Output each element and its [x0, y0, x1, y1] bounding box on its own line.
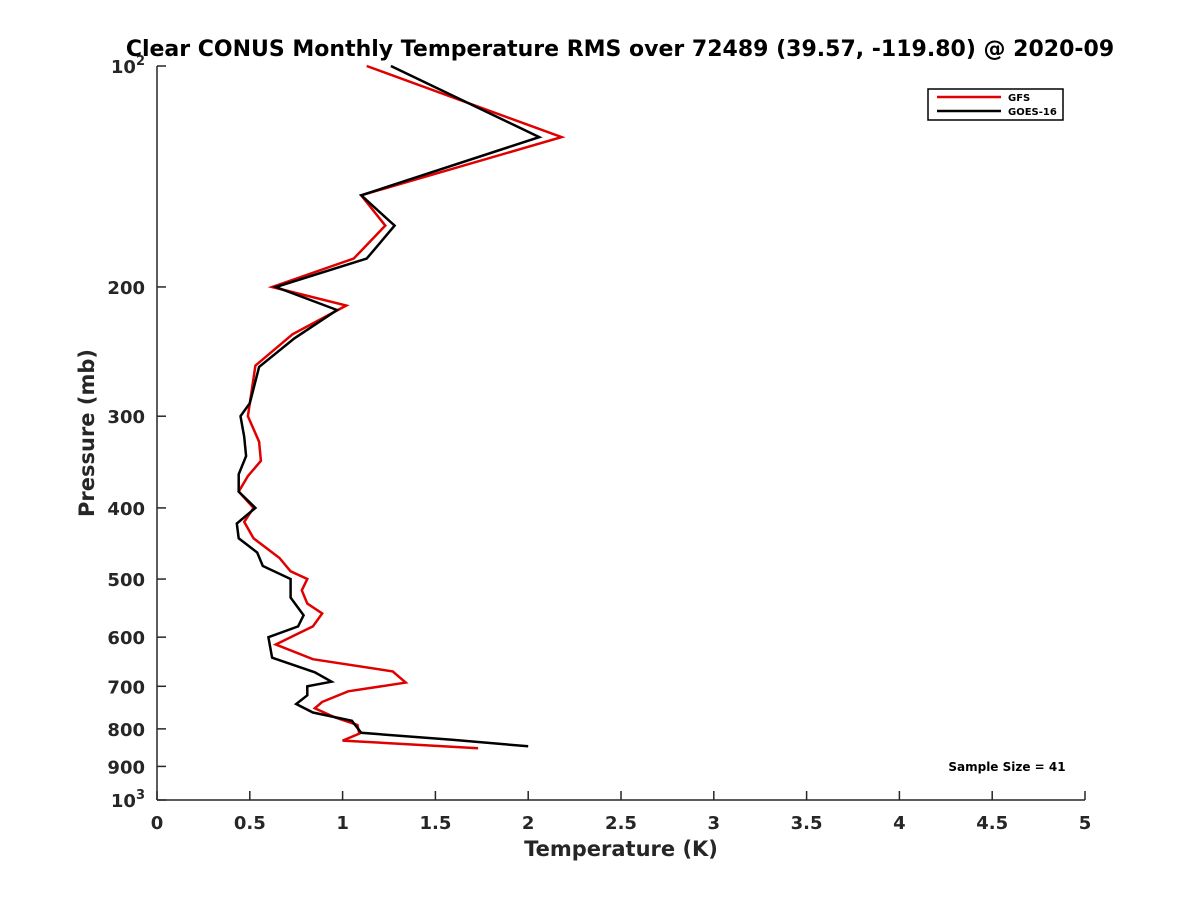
x-ticks: 0 0.5 1 1.5 2 2.5 3 3.5 4 4.5 5 [151, 791, 1092, 834]
y-tick-label: 300 [107, 407, 145, 428]
legend-box [927, 88, 1064, 121]
y-axis-label: Pressure (mb) [75, 349, 99, 517]
x-axis-label: Temperature (K) [524, 837, 718, 861]
y-tick-label: 900 [107, 757, 145, 778]
series-line-gfs [237, 64, 566, 750]
y-tick-exponent: 3 [136, 788, 145, 803]
y-tick-label: 400 [107, 499, 145, 520]
series-line-goes-16 [235, 64, 543, 748]
plot-area [157, 66, 1085, 800]
series-layer [235, 64, 566, 750]
chart-title: Clear CONUS Monthly Temperature RMS over… [126, 37, 1114, 62]
x-tick-label: 5 [1079, 813, 1092, 834]
x-tick-label: 4.5 [976, 813, 1008, 834]
y-tick-label: 103 [111, 788, 145, 812]
x-tick-label: 1.5 [419, 813, 451, 834]
y-tick-label: 102 [111, 54, 145, 78]
y-tick-label: 800 [107, 720, 145, 741]
x-tick-label: 2 [522, 813, 535, 834]
y-tick-label: 600 [107, 628, 145, 649]
x-tick-label: 0.5 [234, 813, 266, 834]
sample-size-annotation: Sample Size = 41 [948, 760, 1065, 774]
x-tick-label: 3 [708, 813, 721, 834]
x-tick-label: 3.5 [791, 813, 823, 834]
x-tick-label: 4 [893, 813, 906, 834]
x-tick-label: 1 [336, 813, 349, 834]
y-tick-base: 10 [111, 791, 136, 812]
x-tick-label: 2.5 [605, 813, 637, 834]
legend-label: GOES-16 [1008, 107, 1057, 118]
y-tick-label: 700 [107, 677, 145, 698]
legend: GFS GOES-16 [927, 88, 1064, 121]
y-tick-label: 200 [107, 278, 145, 299]
legend-label: GFS [1008, 93, 1030, 104]
y-tick-exponent: 2 [136, 54, 145, 69]
y-tick-label: 500 [107, 570, 145, 591]
y-tick-base: 10 [111, 57, 136, 78]
x-tick-label: 0 [151, 813, 164, 834]
